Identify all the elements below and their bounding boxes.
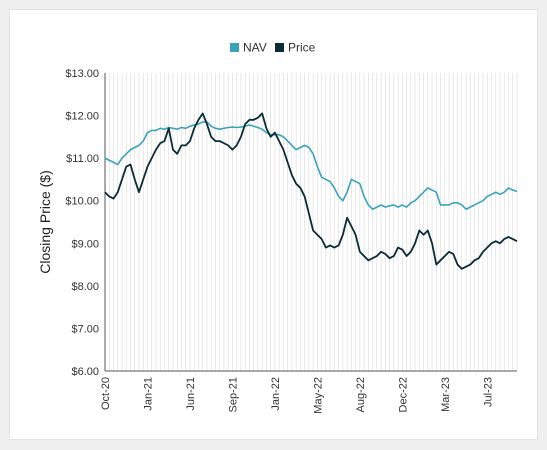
series-line-price [104,112,518,270]
y-tick-label: $10.00 [65,196,99,208]
series-line-nav [104,121,518,211]
y-tick-label: $6.00 [71,366,99,378]
series-lines [104,112,518,270]
x-tick-label: Jan-22 [270,377,282,411]
y-axis-label: Closing Price ($) [37,170,53,273]
x-tick-label: May-22 [312,377,324,414]
x-tick-label: Jul-23 [482,377,494,407]
x-tick-label: Dec-22 [397,377,409,412]
x-tick-labels: Oct-20 Jan-21 Jun-21 Sep-21 Jan-22 May-22 Aug-… [100,377,494,414]
y-tick-label: $9.00 [71,238,99,250]
legend: NAV Price [230,41,316,55]
legend-label-nav: NAV [243,41,267,55]
legend-label-price: Price [288,41,316,55]
legend-swatch-price [275,43,284,52]
x-tick-label: Sep-21 [227,377,239,412]
y-tick-labels: $6.00 $7.00 $8.00 $9.00 $10.00 $11.00 $12.00 $1… [65,68,99,378]
axes [104,73,517,372]
y-tick-label: $8.00 [71,281,99,293]
chart-card [9,9,538,440]
y-tick-label: $12.00 [65,111,99,123]
x-tick-label: Mar-23 [440,377,452,412]
y-tick-label: $7.00 [71,323,99,335]
x-tick-label: Jun-21 [185,377,197,411]
y-tick-label: $11.00 [66,153,99,165]
y-tick-label: $13.00 [65,68,99,80]
x-tick-label: Jan-21 [142,377,154,411]
x-tick-label: Oct-20 [100,377,112,410]
x-tick-label: Aug-22 [355,377,367,412]
legend-swatch-nav [230,43,239,52]
